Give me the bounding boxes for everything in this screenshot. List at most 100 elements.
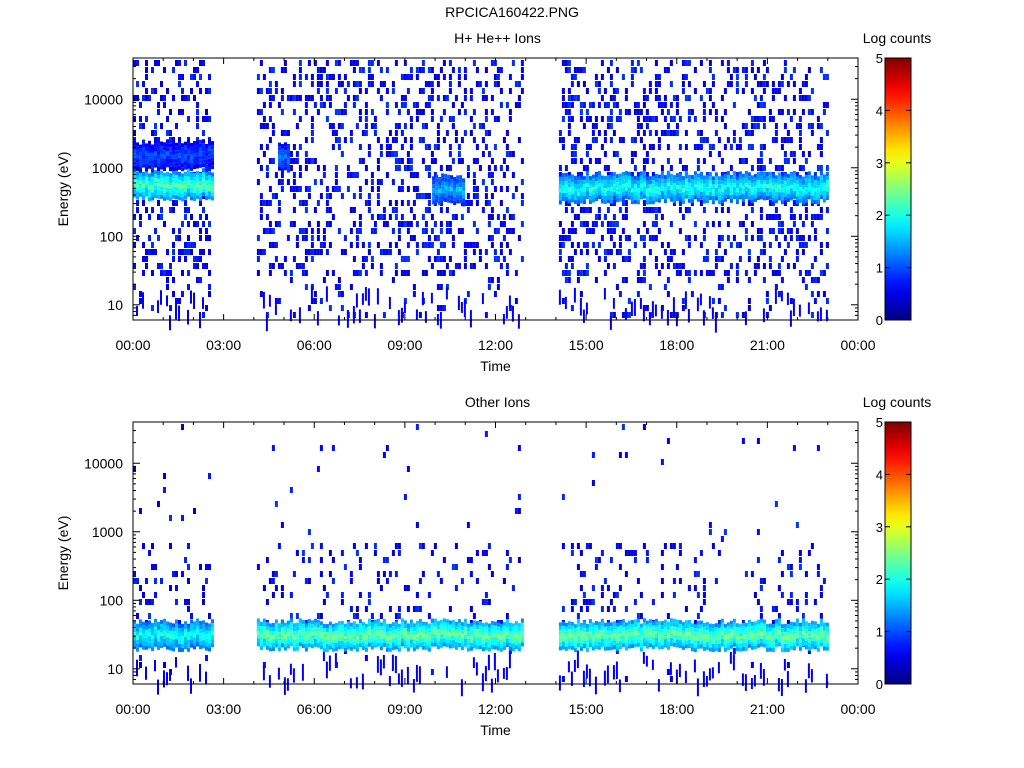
count-cell <box>567 661 570 673</box>
band-cell <box>148 160 151 165</box>
band-cell <box>157 629 160 634</box>
band-cell <box>181 181 184 186</box>
count-cell <box>786 263 790 269</box>
count-cell <box>603 165 607 171</box>
count-cell <box>750 144 754 150</box>
band-cell <box>438 196 442 201</box>
band-cell <box>627 183 631 188</box>
count-cell <box>505 102 509 108</box>
band-cell <box>435 178 439 183</box>
count-cell <box>382 81 386 87</box>
count-cell <box>178 249 181 255</box>
band-cell <box>355 643 359 648</box>
band-cell <box>175 639 178 644</box>
count-cell <box>582 165 586 171</box>
band-cell <box>160 170 163 175</box>
band-cell <box>720 179 724 184</box>
band-cell <box>582 188 586 193</box>
count-cell <box>651 599 655 605</box>
count-cell <box>199 249 202 255</box>
count-cell <box>499 200 503 206</box>
count-cell <box>774 137 778 143</box>
count-cell <box>193 74 196 80</box>
band-cell <box>139 623 142 628</box>
count-cell <box>139 298 142 304</box>
band-cell <box>280 631 284 636</box>
count-cell <box>193 95 196 101</box>
count-cell <box>801 277 805 283</box>
band-cell <box>148 164 151 169</box>
band-cell <box>151 635 154 639</box>
band-cell <box>337 625 341 630</box>
count-cell <box>786 662 790 668</box>
band-cell <box>456 187 460 192</box>
count-cell <box>331 144 335 150</box>
count-cell <box>747 109 751 115</box>
count-cell <box>175 123 178 129</box>
count-cell <box>478 256 482 262</box>
band-cell <box>490 633 494 637</box>
band-cell <box>278 154 281 159</box>
count-cell <box>693 144 697 150</box>
band-cell <box>409 639 413 644</box>
band-cell <box>433 634 437 639</box>
band-cell <box>490 629 494 633</box>
count-cell <box>666 291 670 297</box>
count-cell <box>313 207 317 213</box>
band-cell <box>612 188 616 193</box>
band-cell <box>714 184 718 189</box>
count-cell <box>268 88 272 94</box>
band-cell <box>352 621 356 626</box>
count-cell <box>669 312 673 318</box>
band-cell <box>487 647 491 652</box>
count-cell <box>807 235 811 241</box>
count-cell <box>726 277 730 283</box>
count-cell <box>621 256 625 262</box>
count-cell <box>666 109 670 115</box>
band-cell <box>268 635 272 640</box>
band-cell <box>358 631 362 636</box>
band-cell <box>597 645 601 650</box>
count-cell <box>424 165 428 171</box>
band-cell <box>370 621 374 626</box>
band-cell <box>744 190 748 195</box>
count-cell <box>672 95 676 101</box>
band-cell <box>723 177 727 182</box>
count-cell <box>271 228 275 234</box>
count-cell <box>810 109 814 115</box>
band-cell <box>433 626 437 631</box>
count-cell <box>660 242 664 248</box>
count-cell <box>588 668 591 687</box>
count-cell <box>582 270 586 276</box>
count-cell <box>412 102 416 108</box>
count-cell <box>681 88 685 94</box>
count-cell <box>358 193 362 199</box>
band-cell <box>184 149 187 154</box>
band-cell <box>567 633 571 638</box>
count-cell <box>442 60 446 66</box>
band-cell <box>567 621 571 626</box>
count-cell <box>810 221 814 227</box>
count-cell <box>648 116 652 122</box>
band-cell <box>178 180 181 185</box>
count-cell <box>286 678 289 691</box>
count-cell <box>747 200 751 206</box>
band-cell <box>627 628 631 633</box>
count-cell <box>484 599 488 605</box>
count-cell <box>349 242 353 248</box>
count-cell <box>576 137 580 143</box>
count-cell <box>304 256 308 262</box>
band-cell <box>175 643 178 648</box>
count-cell <box>810 88 814 94</box>
count-cell <box>259 214 263 220</box>
count-cell <box>603 88 607 94</box>
count-cell <box>669 676 673 682</box>
count-cell <box>322 67 326 73</box>
band-cell <box>738 191 742 196</box>
band-cell <box>313 618 317 623</box>
count-cell <box>403 60 407 66</box>
band-cell <box>175 635 178 640</box>
band-cell <box>157 637 160 642</box>
count-cell <box>289 151 293 157</box>
count-cell <box>624 550 628 556</box>
